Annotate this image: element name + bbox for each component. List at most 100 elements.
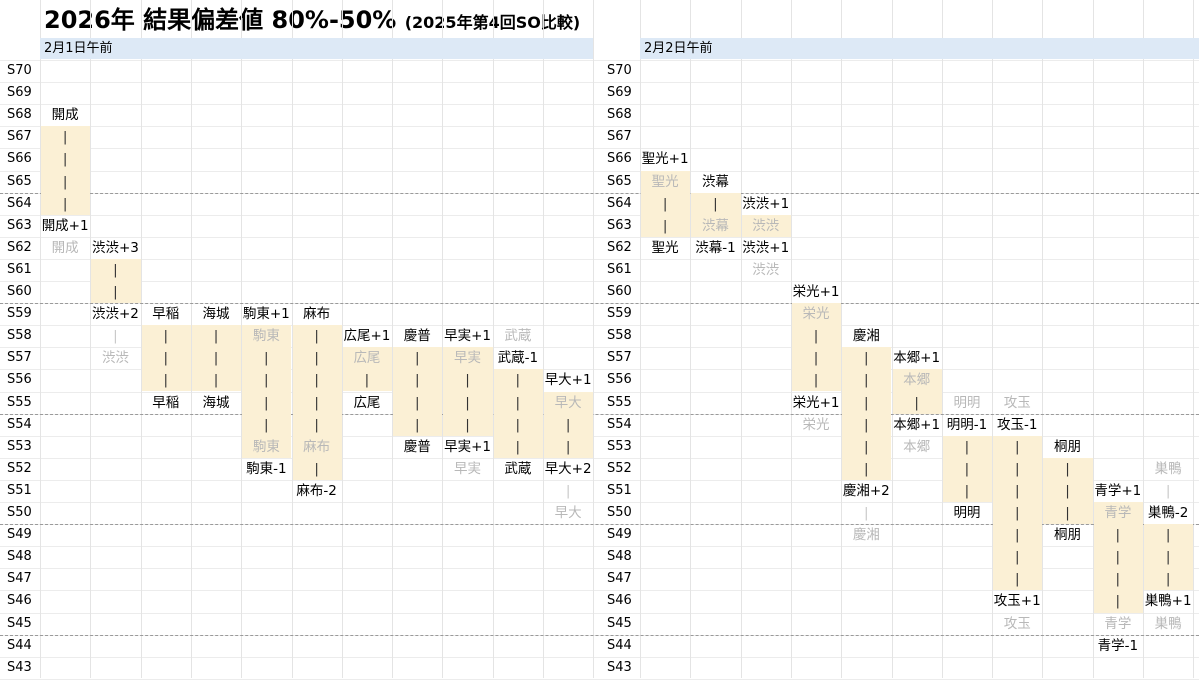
range-bar-mark: | bbox=[1014, 505, 1020, 521]
grid-row-line bbox=[0, 104, 1199, 106]
row-label: S58 bbox=[7, 328, 32, 344]
range-band bbox=[741, 214, 791, 237]
range-band bbox=[544, 391, 594, 458]
grid-col-line bbox=[341, 0, 343, 678]
row-label: S45 bbox=[607, 615, 632, 631]
school-label-2026-bottom: 広尾 bbox=[353, 394, 381, 411]
row-label: S58 bbox=[607, 328, 632, 344]
row-label: S53 bbox=[607, 438, 632, 454]
range-bar-mark: | bbox=[314, 394, 319, 411]
school-label-2025: 渋渋 bbox=[752, 261, 780, 278]
row-label: S46 bbox=[607, 593, 632, 609]
school-label-2026-bottom: 青学-1 bbox=[1097, 637, 1139, 654]
school-label-2026-bottom: 巣鴨+1 bbox=[1144, 593, 1192, 610]
band-separator bbox=[0, 634, 1199, 636]
grid-row-line bbox=[0, 612, 1199, 614]
range-bar-mark: | bbox=[113, 284, 118, 300]
school-label-2026-top: 明明-1 bbox=[946, 416, 988, 433]
range-bar-mark: | bbox=[364, 372, 370, 389]
grid-row-line bbox=[0, 170, 1199, 172]
range-band bbox=[493, 369, 543, 458]
school-label-2026-bottom: 早実+1 bbox=[444, 438, 491, 455]
grid-row-line bbox=[0, 82, 1199, 84]
row-label: S50 bbox=[607, 505, 632, 520]
range-bar-mark: | bbox=[414, 350, 420, 367]
grid-col-line bbox=[140, 0, 142, 678]
school-label-2025: 本郷 bbox=[903, 438, 931, 455]
row-label: S67 bbox=[7, 129, 32, 145]
range-bar-mark: | bbox=[964, 482, 970, 499]
row-label: S68 bbox=[607, 107, 632, 123]
row-label: S43 bbox=[7, 659, 32, 675]
grid-row-line bbox=[0, 126, 1199, 128]
school-label-2025: 開成 bbox=[51, 239, 79, 256]
chart-subtitle: (2025年第4回SO比較) bbox=[405, 13, 580, 32]
row-label: S49 bbox=[7, 527, 32, 543]
range-bar-mark: | bbox=[964, 460, 970, 477]
panel-header: 2月1日午前 bbox=[40, 38, 593, 59]
school-label-2025: 駒東 bbox=[252, 328, 280, 345]
grid-col-line bbox=[1143, 0, 1144, 678]
band-separator bbox=[0, 303, 1199, 305]
ghost-bar-mark: | bbox=[1165, 482, 1171, 499]
range-bar-mark: | bbox=[1115, 549, 1121, 566]
row-label: S44 bbox=[607, 637, 632, 653]
school-label-2025: 早実 bbox=[454, 460, 482, 477]
row-label: S62 bbox=[7, 239, 32, 255]
row-label: S52 bbox=[607, 460, 632, 476]
range-bar-mark: | bbox=[864, 372, 869, 389]
school-label-2025: 攻玉 bbox=[1003, 394, 1031, 411]
school-label-2025: 慶湘 bbox=[852, 527, 880, 544]
row-label: S52 bbox=[7, 460, 32, 476]
range-bar-mark: | bbox=[662, 217, 668, 234]
school-label-2026-bottom: 麻布-2 bbox=[296, 482, 337, 499]
ghost-bar-mark: | bbox=[113, 328, 118, 345]
school-label-2026-bottom: 渋渋+2 bbox=[91, 306, 139, 323]
range-bar-mark: | bbox=[1014, 527, 1020, 544]
range-band bbox=[1043, 457, 1093, 525]
school-label-2026-top: 慶湘 bbox=[852, 328, 880, 345]
row-label: S47 bbox=[7, 571, 32, 587]
range-bar-mark: | bbox=[1165, 571, 1171, 588]
school-label-2026-bottom: 武蔵 bbox=[504, 460, 532, 477]
school-label-2025: 早実 bbox=[454, 350, 482, 367]
range-bar-mark: | bbox=[264, 394, 269, 411]
school-label-2026-top: 開成 bbox=[51, 107, 79, 124]
grid-col-line bbox=[90, 0, 92, 678]
school-label-2026-top: 桐朋 bbox=[1054, 438, 1082, 455]
range-bar-mark: | bbox=[465, 416, 470, 433]
range-bar-mark: | bbox=[465, 372, 470, 389]
row-label: S65 bbox=[7, 173, 32, 189]
school-label-2025: 聖光 bbox=[651, 173, 679, 190]
range-bar-mark: | bbox=[864, 394, 869, 411]
row-label: S66 bbox=[607, 151, 632, 167]
range-bar-mark: | bbox=[864, 350, 869, 367]
range-bar-mark: | bbox=[1014, 549, 1020, 566]
grid-col-line bbox=[1042, 0, 1044, 678]
range-bar-mark: | bbox=[964, 438, 970, 455]
row-label: S69 bbox=[607, 85, 632, 101]
school-label-2026-top: 早稲 bbox=[152, 306, 180, 323]
row-label: S55 bbox=[607, 394, 632, 410]
school-label-2026-bottom: 桐朋 bbox=[1054, 527, 1082, 544]
school-label-2026-top: 巣鴨-2 bbox=[1147, 505, 1189, 521]
school-label-2026-top: 慶普 bbox=[403, 328, 431, 345]
range-bar-mark: | bbox=[1165, 549, 1171, 566]
grid-col-line bbox=[891, 0, 893, 678]
range-bar-mark: | bbox=[213, 372, 219, 389]
range-band bbox=[191, 325, 242, 392]
row-label: S50 bbox=[7, 505, 32, 520]
range-bar-mark: | bbox=[414, 372, 420, 389]
row-label: S51 bbox=[607, 482, 632, 498]
row-label: S62 bbox=[607, 239, 632, 255]
ghost-bar-mark: | bbox=[565, 482, 571, 499]
row-label: S44 bbox=[7, 637, 32, 653]
grid-row-line bbox=[0, 546, 1199, 548]
grid-col-line bbox=[790, 0, 792, 678]
row-label: S60 bbox=[7, 284, 32, 299]
range-bar-mark: | bbox=[1115, 571, 1121, 588]
range-band bbox=[993, 435, 1043, 591]
range-bar-mark: | bbox=[662, 195, 668, 212]
range-bar-mark: | bbox=[414, 394, 420, 411]
